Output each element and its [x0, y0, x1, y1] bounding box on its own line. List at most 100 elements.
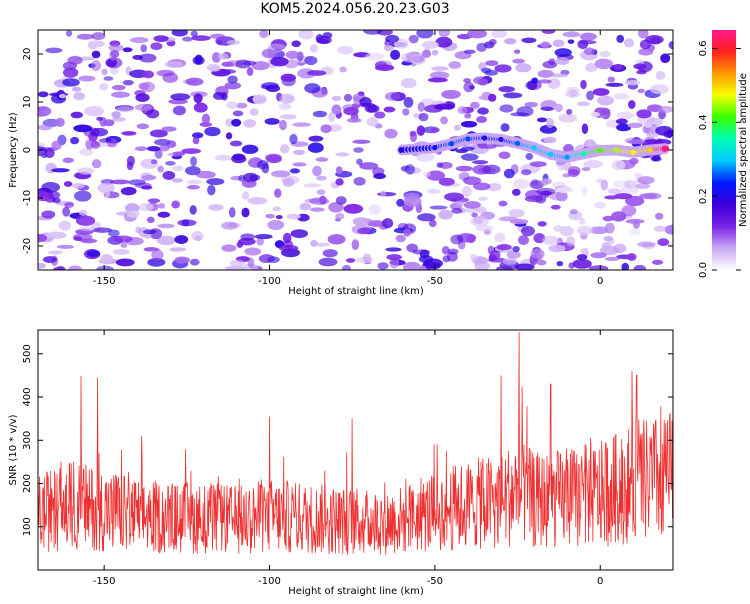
noise-blob	[353, 177, 366, 186]
noise-blob	[174, 256, 190, 264]
noise-blob	[580, 248, 588, 254]
noise-blob	[543, 136, 557, 144]
noise-blob	[172, 151, 186, 156]
noise-blob	[637, 176, 655, 185]
noise-blob	[421, 49, 432, 58]
noise-blob	[498, 200, 508, 207]
noise-blob	[638, 48, 654, 56]
y-tick-label: 200	[22, 474, 33, 493]
noise-blob	[242, 60, 257, 66]
noise-blob	[51, 168, 70, 173]
noise-blob	[356, 158, 363, 165]
noise-blob	[454, 124, 462, 131]
noise-blob	[211, 52, 221, 63]
noise-blob	[310, 207, 325, 212]
noise-blob	[385, 247, 402, 252]
noise-blob	[189, 205, 197, 215]
noise-blob	[529, 180, 544, 190]
noise-blob	[569, 209, 578, 215]
ridge-point	[465, 136, 471, 142]
noise-blob	[231, 154, 247, 164]
noise-blob	[566, 108, 573, 115]
noise-blob	[256, 237, 264, 246]
noise-blob	[627, 122, 643, 128]
x-tick-label: -150	[93, 276, 116, 287]
noise-blob	[244, 247, 262, 256]
noise-blob	[259, 30, 269, 39]
noise-blob	[362, 253, 372, 262]
noise-blob	[596, 95, 614, 106]
noise-blob	[289, 133, 298, 145]
noise-blob	[473, 215, 484, 225]
noise-blob	[70, 136, 80, 145]
noise-blob	[512, 58, 525, 64]
noise-blob	[41, 210, 56, 219]
noise-blob	[74, 190, 92, 202]
noise-blob	[38, 233, 48, 243]
noise-blob	[172, 105, 186, 116]
noise-blob	[637, 30, 649, 39]
noise-blob	[247, 257, 255, 268]
noise-blob	[542, 235, 559, 245]
noise-blob	[162, 170, 176, 181]
noise-blob	[555, 190, 568, 202]
y-tick-label: 500	[22, 344, 33, 363]
noise-blob	[48, 191, 61, 199]
noise-blob	[520, 169, 532, 176]
noise-blob	[512, 246, 520, 253]
noise-blob	[252, 94, 268, 105]
noise-blob	[594, 58, 613, 70]
ridge-point	[531, 145, 537, 151]
noise-blob	[470, 253, 477, 262]
noise-blob	[316, 175, 328, 181]
noise-blob	[542, 60, 558, 69]
noise-blob	[331, 95, 342, 102]
ridge-point	[514, 140, 521, 146]
noise-blob	[126, 210, 140, 218]
noise-blob	[171, 30, 188, 37]
noise-blob	[581, 167, 591, 172]
noise-blob	[335, 212, 345, 220]
y-tick-label: 10	[22, 96, 33, 109]
noise-blob	[157, 223, 175, 229]
noise-blob	[214, 154, 233, 161]
noise-blob	[307, 142, 324, 153]
noise-blob	[583, 160, 604, 169]
snr-frame	[37, 329, 674, 571]
noise-blob	[174, 235, 189, 244]
noise-blob	[504, 38, 517, 45]
noise-blob	[110, 50, 120, 58]
noise-blob	[191, 35, 211, 41]
noise-blob	[615, 118, 628, 125]
noise-blob	[236, 102, 248, 109]
colorbar-tick-label: 0.0	[698, 262, 709, 278]
noise-blob	[249, 174, 261, 181]
noise-blob	[304, 55, 318, 66]
noise-blob	[290, 229, 309, 238]
noise-blob	[316, 189, 326, 195]
noise-blob	[628, 100, 636, 109]
noise-blob	[153, 35, 169, 42]
noise-blob	[567, 39, 575, 44]
noise-blob	[366, 117, 379, 127]
noise-blob	[264, 117, 280, 125]
noise-blob	[623, 38, 635, 48]
noise-blob	[417, 102, 425, 112]
noise-blob	[576, 101, 590, 107]
noise-blob	[644, 123, 653, 128]
noise-blob	[337, 45, 354, 55]
noise-blob	[475, 206, 487, 214]
noise-blob	[402, 261, 422, 270]
noise-blob	[99, 83, 109, 91]
noise-blob	[644, 192, 662, 200]
noise-blob	[140, 44, 147, 53]
noise-blob	[460, 146, 475, 151]
noise-blob	[423, 171, 431, 177]
noise-blob	[346, 117, 362, 123]
noise-blob	[64, 202, 75, 208]
noise-blob	[416, 125, 426, 136]
noise-blob	[613, 64, 623, 71]
noise-blob	[603, 235, 614, 242]
noise-blob	[265, 84, 281, 93]
noise-blob	[192, 136, 200, 145]
